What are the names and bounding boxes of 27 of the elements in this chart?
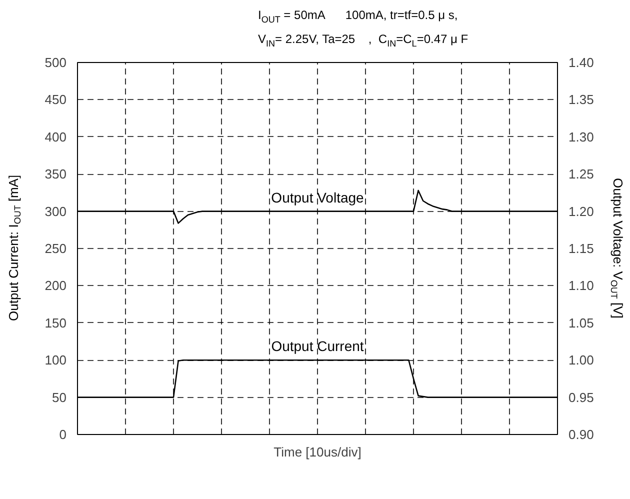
text: I$_{OUT}$ = 50mA 100mA, tr=tf=0.5 μ s, [258,8,458,24]
y2-tick-label: 1.15 [568,241,594,256]
y2-tick-label: 0.95 [568,390,594,405]
y2-tick-label: 1.40 [568,55,594,70]
y2-tick-label: 1.00 [568,352,594,368]
y-tick-label: 500 [44,55,67,70]
series-label: Output Current [271,338,364,354]
y2-tick-label: 1.20 [568,204,594,219]
y2-tick-label: 1.35 [568,92,594,108]
y2-tick-label: 1.25 [568,166,594,182]
y2-tick-label: 0.90 [568,427,594,442]
y-tick-label: 150 [44,315,67,330]
y-tick-label: 0 [59,427,67,442]
text: V$_{IN}$= 2.25V, Ta=25 , C$_{IN}$=C$_{L}$=0.47 μ F [258,32,468,49]
y-tick-label: 300 [44,204,67,219]
y2-tick-label: 1.30 [568,129,594,144]
y-tick-label: 200 [44,278,67,294]
y-tick-label: 400 [44,129,67,144]
series-label: Output Voltage [271,189,364,206]
y-tick-label: 250 [44,241,67,256]
y2-tick-label: 1.05 [568,315,594,330]
y-tick-label: 100 [44,352,67,368]
y2-tick-label: 1.10 [568,278,594,294]
y-tick-label: 50 [52,390,67,405]
y-tick-label: 350 [44,166,67,182]
x-axis-title: Time [10us/div] [274,444,362,460]
y-tick-label: 450 [44,92,67,108]
